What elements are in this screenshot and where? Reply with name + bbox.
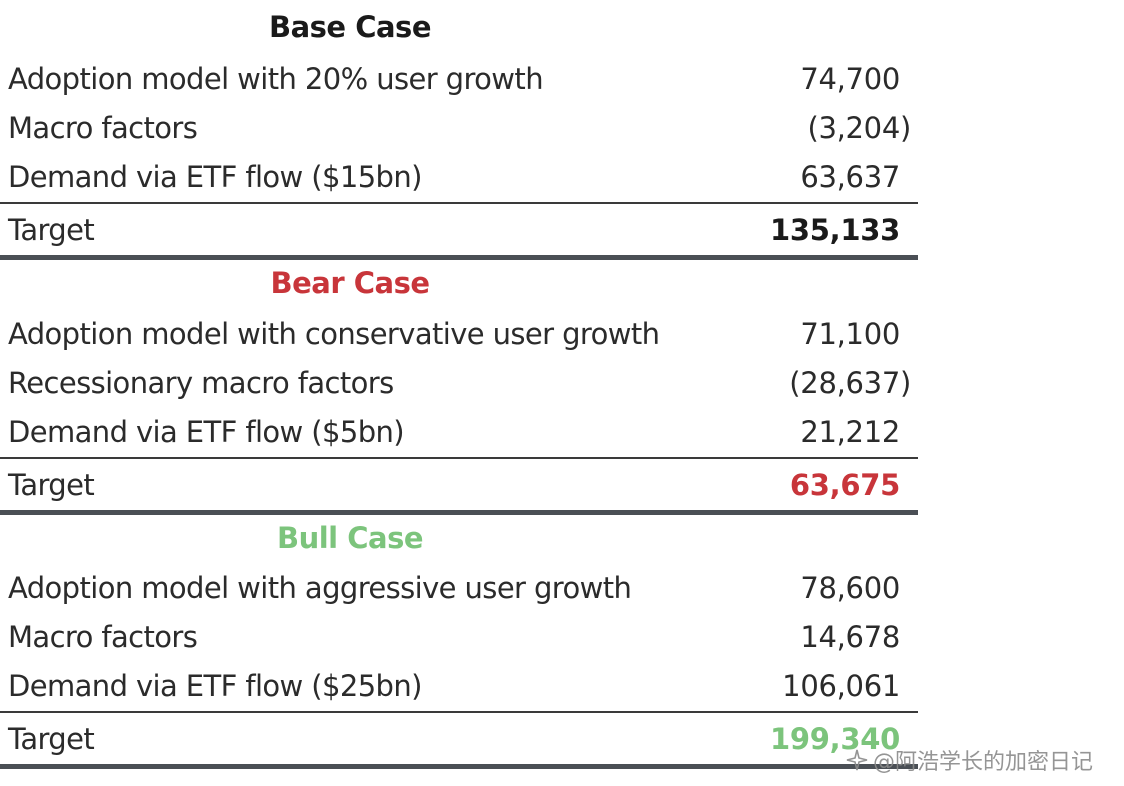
target-value: 135,133 [770,213,900,247]
table-row: Demand via ETF flow ($25bn) 106,061 [8,664,920,708]
row-label: Demand via ETF flow ($15bn) [8,160,422,194]
row-value: 63,637 [800,160,900,194]
table-row: Demand via ETF flow ($5bn) 21,212 [8,410,920,454]
section-divider [0,764,918,769]
divider [0,711,918,713]
target-row: Target 199,340 [8,717,920,761]
row-value: 21,212 [800,415,900,449]
divider [0,202,918,204]
table-row: Adoption model with 20% user growth 74,7… [8,57,920,101]
target-value: 63,675 [789,468,900,502]
table-row: Macro factors 14,678 [8,615,920,659]
sparkle-icon [845,748,869,778]
table-row: Recessionary macro factors (28,637) [8,361,920,405]
row-label: Adoption model with conservative user gr… [8,317,660,351]
watermark: @阿浩学长的加密日记 [845,744,1094,775]
table-row: Adoption model with aggressive user grow… [8,566,920,610]
target-row: Target 135,133 [8,208,920,252]
bear-case-title: Bear Case [270,266,430,300]
row-label: Macro factors [8,111,198,145]
target-row: Target 63,675 [8,463,920,507]
row-label: Demand via ETF flow ($5bn) [8,415,405,449]
target-label: Target [8,468,95,502]
row-value: 71,100 [800,317,900,351]
target-value: 199,340 [770,722,900,756]
table-row: Adoption model with conservative user gr… [8,312,920,356]
row-value: (3,204) [807,111,911,145]
divider [0,457,918,459]
row-value: 78,600 [800,571,900,605]
row-value: 106,061 [782,669,900,703]
row-value: (28,637) [789,366,911,400]
row-label: Demand via ETF flow ($25bn) [8,669,422,703]
row-label: Recessionary macro factors [8,366,394,400]
watermark-text: @阿浩学长的加密日记 [873,750,1094,775]
target-label: Target [8,722,95,756]
row-label: Adoption model with 20% user growth [8,62,544,96]
section-divider [0,510,918,515]
row-value: 14,678 [800,620,900,654]
row-value: 74,700 [800,62,900,96]
row-label: Adoption model with aggressive user grow… [8,571,632,605]
row-label: Macro factors [8,620,198,654]
table-row: Macro factors (3,204) [8,106,920,150]
base-case-title: Base Case [269,10,431,44]
target-label: Target [8,213,95,247]
bull-case-title: Bull Case [276,521,424,555]
section-divider [0,255,918,260]
table-row: Demand via ETF flow ($15bn) 63,637 [8,155,920,199]
